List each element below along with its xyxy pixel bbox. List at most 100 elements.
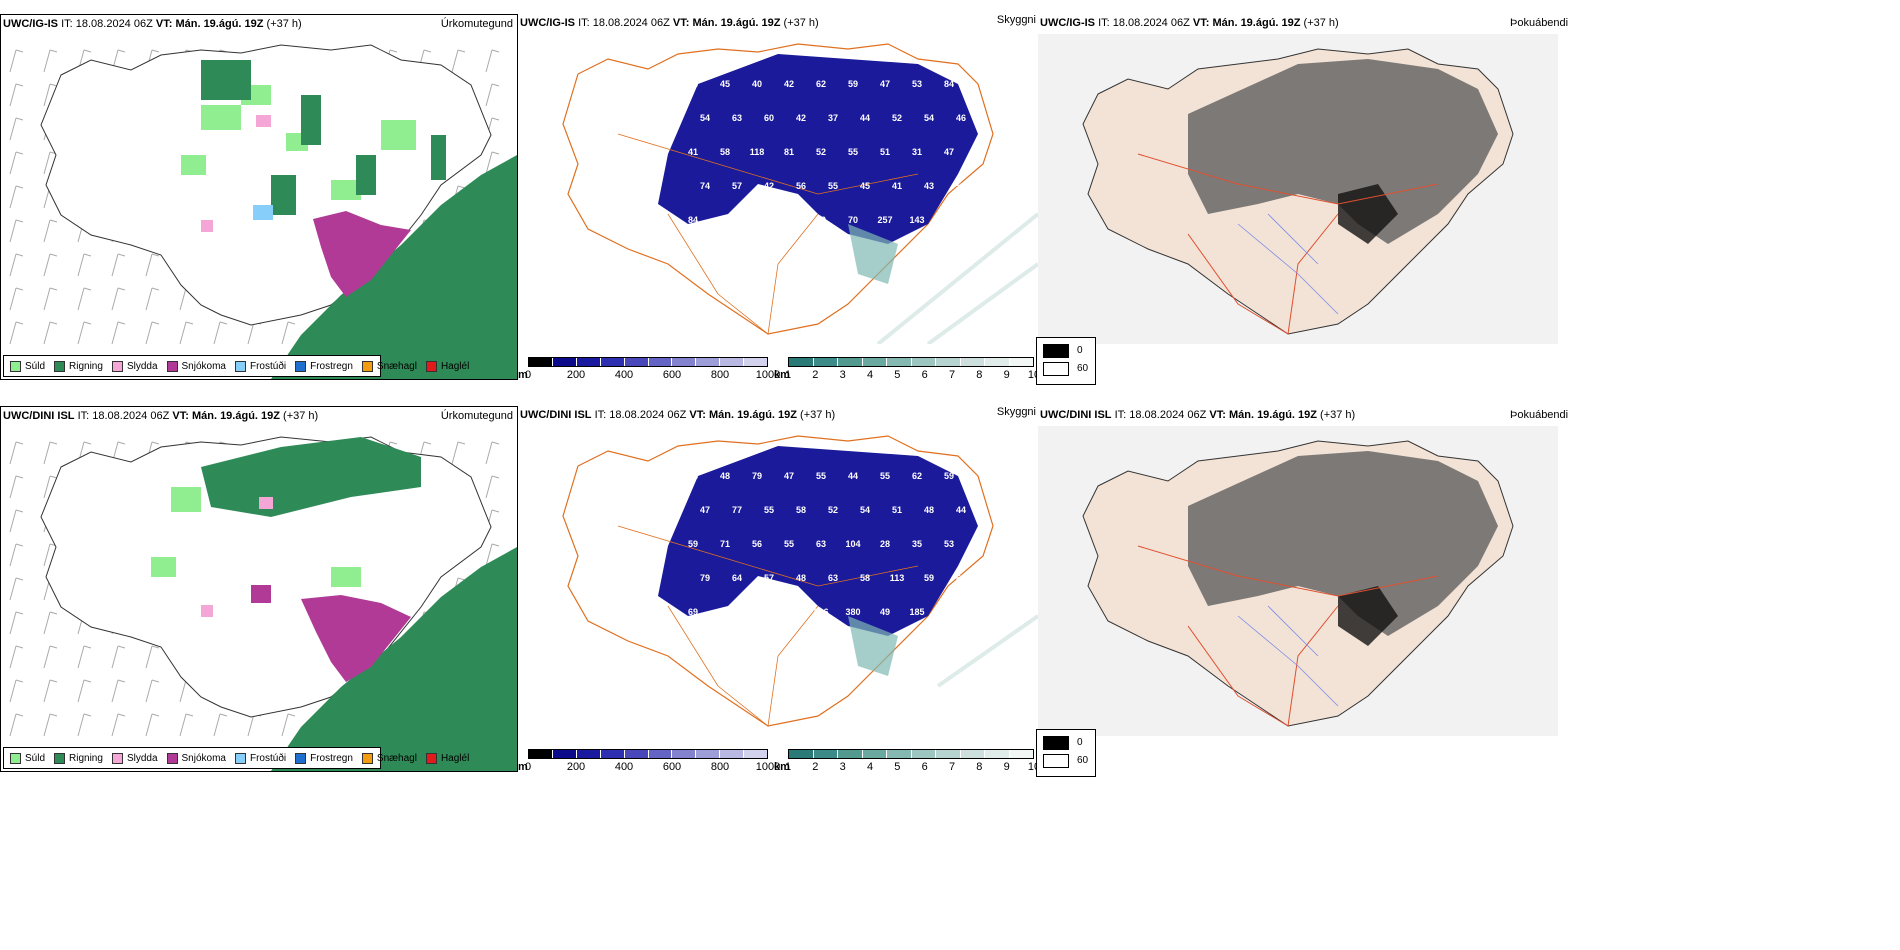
vis-bar-swatches	[788, 749, 1034, 759]
colorbar-tick-label: 7	[948, 369, 956, 381]
precip-title: Úrkomutegund	[440, 18, 513, 30]
ceiling-value-label: 51	[879, 147, 891, 157]
colorbar-tick-label: 5	[894, 369, 901, 381]
ceiling-value-label: 37	[827, 113, 839, 123]
wind-barb-icon	[145, 645, 160, 669]
colorbar-segment	[720, 750, 745, 758]
wind-barb-icon	[77, 253, 92, 277]
ceiling-value-label: 104	[845, 539, 861, 549]
ceiling-value-label: 63	[827, 573, 839, 583]
colorbar-tick-label: 2	[812, 369, 819, 381]
ceiling-bar-swatches	[528, 749, 768, 759]
ceiling-map-canvas	[562, 43, 1038, 344]
ceiling-value-label: 41	[891, 181, 903, 191]
colorbar-segment	[911, 358, 936, 366]
ceiling-value-label: 380	[845, 607, 861, 617]
colorbar-tick-label: 6	[921, 369, 928, 381]
fog-index-map-row2: UWC/DINI ISL IT: 18.08.2024 06Z VT: Mán.…	[1038, 406, 1900, 772]
ceiling-value-label: 58	[859, 573, 871, 583]
ceiling-value-label: 48	[923, 505, 935, 515]
wind-barb-icon	[485, 475, 500, 499]
wind-barb-icon	[43, 83, 58, 107]
wind-barb-icon	[179, 321, 194, 345]
visibility-colorbar: km 1 2 3 4 5 6 7 8 9 10	[774, 749, 1040, 777]
swatch-icon	[361, 360, 373, 372]
ceiling-value-label: 62	[815, 79, 827, 89]
ceiling-value-label: 59	[719, 215, 731, 225]
colorbar-segment	[985, 750, 1010, 758]
precip-map-canvas	[9, 436, 517, 771]
visibility-title: Skyggni	[996, 406, 1036, 418]
colorbar-tick-label: 5	[894, 761, 901, 773]
rain-patches	[201, 60, 446, 215]
map-header: UWC/DINI ISL IT: 18.08.2024 06Z VT: Mán.…	[3, 410, 319, 422]
wind-barb-icon	[111, 645, 126, 669]
colorbar-segment	[887, 750, 912, 758]
ceiling-value-label: 50	[815, 215, 827, 225]
ceiling-value-label: 48	[719, 471, 731, 481]
white-swatch-icon	[1043, 754, 1069, 768]
swatch-icon	[111, 752, 123, 764]
ceiling-value-label: 47	[943, 147, 955, 157]
ceiling-value-label: 270	[941, 215, 957, 225]
colorbar-segment	[624, 358, 649, 366]
colorbar-segment	[696, 750, 721, 758]
black-swatch-icon	[1043, 736, 1069, 750]
ceiling-map-canvas	[562, 435, 1038, 727]
ceiling-value-label: 47	[783, 471, 795, 481]
swatch-icon	[295, 360, 307, 372]
ceiling-value-label: 57	[763, 573, 775, 583]
ceiling-value-label: 55	[879, 471, 891, 481]
wind-barb-icon	[43, 49, 58, 73]
ceiling-value-label: 70	[847, 215, 859, 225]
wind-barb-icon	[9, 509, 24, 533]
ceiling-value-label: 46	[955, 113, 967, 123]
wind-barb-icon	[9, 441, 24, 465]
ceiling-value-label: 79	[751, 471, 763, 481]
wind-barb-icon	[77, 713, 92, 737]
rain-sea-area	[271, 155, 517, 379]
ceiling-value-label: 257	[877, 215, 893, 225]
ceiling-value-label: 54	[859, 505, 871, 515]
ceiling-value-label: 74	[699, 181, 711, 191]
ceiling-value-label: 43	[923, 181, 935, 191]
colorbar-segment	[960, 750, 985, 758]
swatch-icon	[10, 752, 21, 764]
ceiling-value-label: 47	[699, 505, 711, 515]
wind-barb-icon	[43, 611, 58, 635]
colorbar-segment	[600, 750, 625, 758]
ceiling-value-label: 49	[751, 215, 763, 225]
swatch-icon	[10, 360, 21, 372]
precip-legend: Súld Rigning Slydda Snjókoma Frostúði Fr…	[3, 355, 469, 377]
colorbar-segment	[529, 358, 553, 366]
vis-bar-swatches	[788, 357, 1034, 367]
colorbar-segment	[838, 358, 863, 366]
wind-barb-icon	[111, 679, 126, 703]
wind-barb-icon	[43, 645, 58, 669]
map-header: UWC/IG-IS IT: 18.08.2024 06Z VT: Mán. 19…	[3, 18, 302, 30]
ceiling-value-label: 35	[911, 539, 923, 549]
fog-title: Þokuábendi	[1510, 17, 1569, 29]
colorbar-segment	[648, 750, 673, 758]
ceiling-value-label: 42	[763, 181, 775, 191]
colorbar-segment	[936, 358, 961, 366]
map-header: UWC/IG-IS IT: 18.08.2024 06Z VT: Mán. 19…	[520, 17, 819, 29]
colorbar-segment	[789, 750, 814, 758]
ceiling-value-label: 51	[891, 505, 903, 515]
wind-barb-icon	[485, 543, 500, 567]
colorbar-tick-label: 200	[566, 761, 586, 773]
wind-barb-icon	[111, 713, 126, 737]
ceiling-value-label: 55	[815, 471, 827, 481]
ceiling-value-label: 62	[955, 573, 967, 583]
colorbar-segment	[720, 358, 745, 366]
fog-map-canvas	[1038, 426, 1558, 736]
wind-barb-icon	[77, 321, 92, 345]
ceiling-value-label: 143	[909, 215, 925, 225]
colorbar-segment	[576, 750, 601, 758]
wind-barb-icon	[9, 185, 24, 209]
swatch-icon	[54, 752, 66, 764]
wind-barb-icon	[281, 321, 296, 345]
wind-barb-icon	[247, 321, 262, 345]
wind-barb-icon	[485, 151, 500, 175]
colorbar-tick-label: 8	[976, 369, 983, 381]
